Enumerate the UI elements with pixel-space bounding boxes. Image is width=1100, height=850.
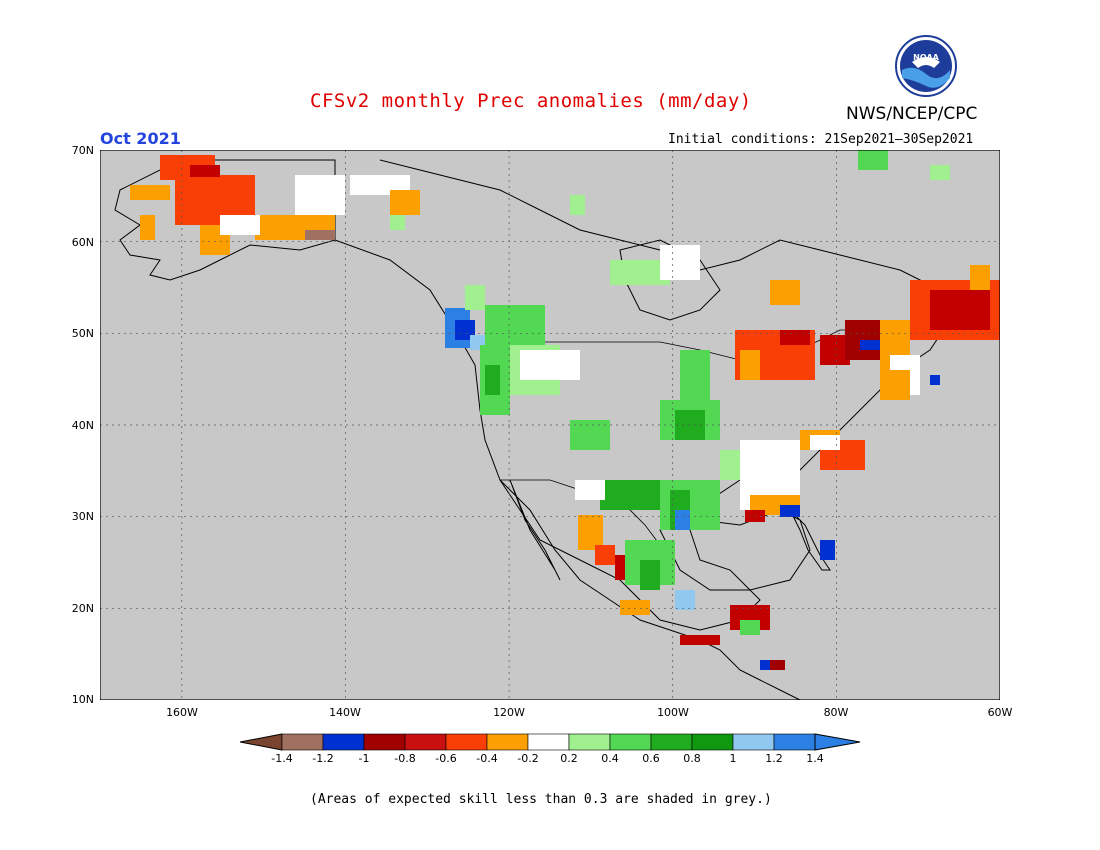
colorbar-tick-label: -0.4 [476,752,498,765]
colorbar [240,733,861,751]
lat-label: 10N [71,693,94,706]
lon-label: 160W [166,706,198,719]
colorbar-tick-label: -0.2 [517,752,539,765]
baja-coastline [509,479,561,581]
svg-text:NOAA: NOAA [913,53,939,62]
colorbar-cell [527,733,570,751]
month-label: Oct 2021 [100,129,181,148]
lat-label: 40N [71,419,94,432]
pacific-northwest-anomaly [445,308,485,350]
colorbar-left-arrow [240,733,283,751]
colorbar-tick-label: -1 [358,752,370,765]
alaska-anomaly [130,155,420,255]
lon-label: 100W [657,706,689,719]
lat-label: 30N [71,510,94,523]
southeast-anomaly [740,430,865,560]
mexico-coastline [499,479,801,700]
colorbar-cell [445,733,488,751]
northeast-anomaly [735,265,1000,400]
gulf-coastline [659,509,811,591]
colorbar-cell [281,733,324,751]
lat-label: 20N [71,602,94,615]
florida-coastline [789,509,831,571]
colorbar-cell [486,733,529,751]
colorbar-cell [773,733,816,751]
colorbar-cell [691,733,734,751]
anomaly-map [100,150,1000,700]
lon-label: 60W [987,706,1013,719]
colorbar-tick-label: -1.2 [312,752,334,765]
mexico-anomaly [578,515,785,670]
agency-label: NWS/NCEP/CPC [846,104,978,124]
noaa-logo-icon: NOAA [895,35,957,97]
lat-label: 70N [71,144,94,157]
lon-label: 140W [329,706,361,719]
colorbar-cell [363,733,406,751]
arctic-anomaly [390,150,950,230]
colorbar-tick-label: -0.8 [394,752,416,765]
colorbar-cell [568,733,611,751]
lon-label: 80W [823,706,849,719]
colorbar-cell [732,733,775,751]
footnote: (Areas of expected skill less than 0.3 a… [310,792,772,807]
colorbar-tick-label: 1.4 [806,752,824,765]
colorbar-cell [609,733,652,751]
grid-lines [100,150,1000,700]
colorbar-tick-label: 0.2 [560,752,578,765]
colorbar-tick-label: 0.6 [642,752,660,765]
colorbar-cell [404,733,447,751]
colorbar-tick-label: -1.4 [271,752,293,765]
colorbar-tick-label: -0.6 [435,752,457,765]
colorbar-cell [322,733,365,751]
lat-label: 50N [71,327,94,340]
colorbar-cell [650,733,693,751]
colorbar-right-arrow [814,733,861,751]
central-us-green-anomaly [570,350,760,530]
lat-label: 60N [71,236,94,249]
colorbar-tick-label: 0.8 [683,752,701,765]
western-green-anomaly [465,245,700,415]
lon-label: 120W [493,706,525,719]
colorbar-tick-label: 0.4 [601,752,619,765]
initial-conditions-label: Initial conditions: 21Sep2021–30Sep2021 [668,132,974,147]
colorbar-tick-label: 1.2 [765,752,783,765]
colorbar-tick-label: 1 [729,752,737,765]
